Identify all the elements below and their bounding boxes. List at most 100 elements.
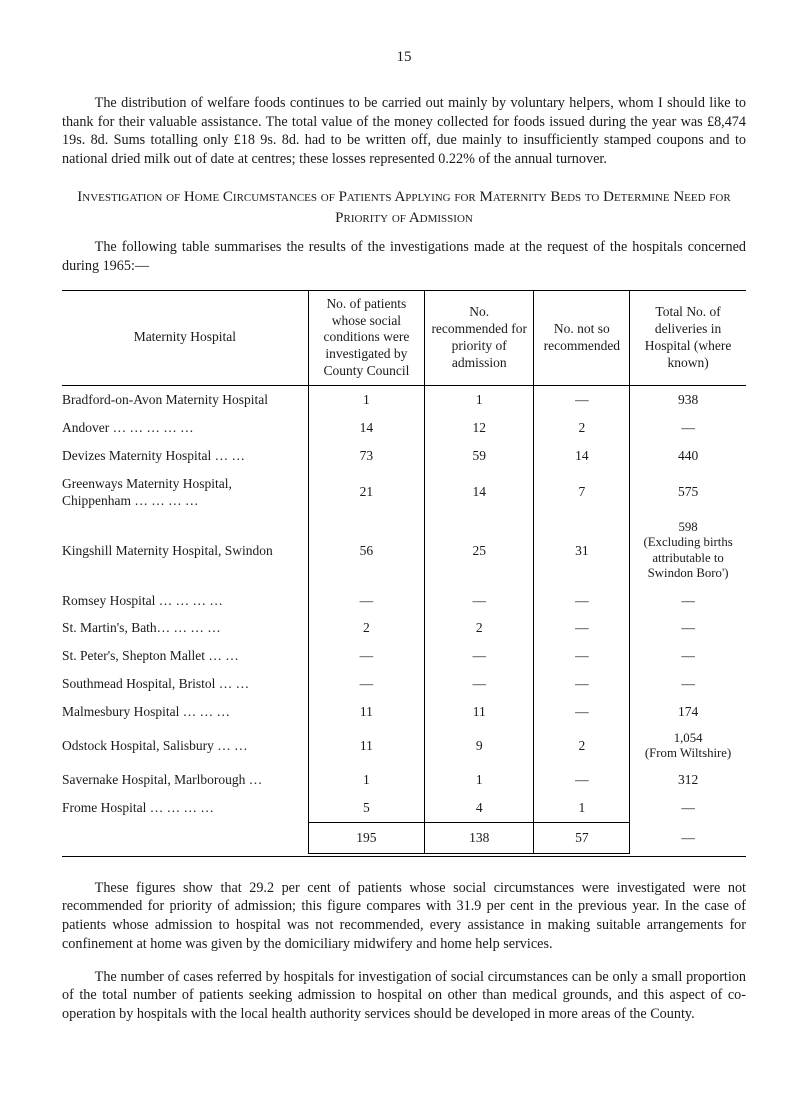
cell-c4: —	[630, 794, 746, 822]
table-row: Kingshill Maternity Hospital, Swindon 56…	[62, 515, 746, 586]
table-row: Devizes Maternity Hospital … … 73 59 14 …	[62, 442, 746, 470]
table-row: St. Martin's, Bath… … … … 2 2 — —	[62, 614, 746, 642]
table-row: Malmesbury Hospital … … … 11 11 — 174	[62, 698, 746, 726]
totals-row: 195 138 57 —	[62, 822, 746, 853]
table-row: Southmead Hospital, Bristol … … — — — —	[62, 670, 746, 698]
cell-hospital: Odstock Hospital, Salisbury … …	[62, 726, 308, 767]
col-deliveries: Total No. of deliveries in Hospital (whe…	[630, 290, 746, 385]
cell-c2: 1	[425, 386, 534, 414]
cell-hospital: Southmead Hospital, Bristol … …	[62, 670, 308, 698]
cell-c3: —	[534, 698, 630, 726]
cell-c2: 1	[425, 766, 534, 794]
cell-hospital: Bradford-on-Avon Maternity Hospital	[62, 386, 308, 414]
cell-c4: 174	[630, 698, 746, 726]
cell-c4: 1,054 (From Wiltshire)	[630, 726, 746, 767]
table-row: Bradford-on-Avon Maternity Hospital 1 1 …	[62, 386, 746, 414]
cell-c1: 21	[308, 470, 424, 516]
col-investigated: No. of patients whose social conditions …	[308, 290, 424, 385]
paragraph-analysis: These figures show that 29.2 per cent of…	[62, 879, 746, 954]
cell-c3: —	[534, 614, 630, 642]
col-recommended: No. recommended for priority of admissio…	[425, 290, 534, 385]
cell-hospital: Malmesbury Hospital … … …	[62, 698, 308, 726]
paragraph-conclusion: The number of cases referred by hospital…	[62, 968, 746, 1024]
table-row: Romsey Hospital … … … … — — — —	[62, 587, 746, 615]
cell-hospital: Andover … … … … …	[62, 414, 308, 442]
cell-c2: —	[425, 642, 534, 670]
cell-c1: 56	[308, 515, 424, 586]
cell-c2: 2	[425, 614, 534, 642]
cell-c4-note: (Excluding births attributable to Swindo…	[643, 535, 732, 580]
cell-c1: 1	[308, 766, 424, 794]
cell-c3: 31	[534, 515, 630, 586]
cell-c1: 73	[308, 442, 424, 470]
col-not-recommended: No. not so recommended	[534, 290, 630, 385]
page-number: 15	[62, 48, 746, 68]
cell-c2: —	[425, 670, 534, 698]
cell-c2: 4	[425, 794, 534, 822]
table-row: Greenways Maternity Hospital, Chippenham…	[62, 470, 746, 516]
cell-c4: 440	[630, 442, 746, 470]
cell-c2: 14	[425, 470, 534, 516]
cell-c3: 7	[534, 470, 630, 516]
cell-c4: —	[630, 642, 746, 670]
cell-c3: 2	[534, 726, 630, 767]
cell-c4: —	[630, 670, 746, 698]
cell-c4-value: 1,054	[674, 731, 703, 745]
cell-c3: —	[534, 642, 630, 670]
cell-c4: —	[630, 614, 746, 642]
cell-c1: 11	[308, 726, 424, 767]
table-foot: 195 138 57 —	[62, 822, 746, 853]
cell-hospital: Romsey Hospital … … … …	[62, 587, 308, 615]
cell-c1: —	[308, 587, 424, 615]
table-row: Andover … … … … … 14 12 2 —	[62, 414, 746, 442]
cell-hospital: St. Peter's, Shepton Mallet … …	[62, 642, 308, 670]
cell-c2: 59	[425, 442, 534, 470]
cell-c1: 2	[308, 614, 424, 642]
cell-c4: —	[630, 414, 746, 442]
cell-c3: —	[534, 670, 630, 698]
cell-total-c1: 195	[308, 822, 424, 853]
cell-c4: 938	[630, 386, 746, 414]
cell-c4-note: (From Wiltshire)	[645, 746, 731, 760]
cell-c4: 575	[630, 470, 746, 516]
paragraph-table-intro: The following table summarises the resul…	[62, 238, 746, 275]
cell-c1: 11	[308, 698, 424, 726]
cell-hospital: St. Martin's, Bath… … … …	[62, 614, 308, 642]
col-hospital: Maternity Hospital	[62, 290, 308, 385]
cell-c3: —	[534, 766, 630, 794]
table-row: Savernake Hospital, Marlborough … 1 1 — …	[62, 766, 746, 794]
table-row: Frome Hospital … … … … 5 4 1 —	[62, 794, 746, 822]
cell-c3: —	[534, 587, 630, 615]
cell-total-c3: 57	[534, 822, 630, 853]
cell-c1: —	[308, 670, 424, 698]
cell-total-c4: —	[630, 822, 746, 853]
cell-c4: 598 (Excluding births attributable to Sw…	[630, 515, 746, 586]
table-bottom-rule	[62, 856, 746, 857]
cell-c1: 5	[308, 794, 424, 822]
cell-c2: 25	[425, 515, 534, 586]
maternity-table: Maternity Hospital No. of patients whose…	[62, 290, 746, 854]
table-body: Bradford-on-Avon Maternity Hospital 1 1 …	[62, 386, 746, 823]
page: 15 The distribution of welfare foods con…	[0, 0, 800, 1112]
cell-c2: 9	[425, 726, 534, 767]
table-head: Maternity Hospital No. of patients whose…	[62, 290, 746, 385]
cell-hospital: Kingshill Maternity Hospital, Swindon	[62, 515, 308, 586]
cell-hospital: Frome Hospital … … … …	[62, 794, 308, 822]
cell-c1: —	[308, 642, 424, 670]
cell-hospital: Savernake Hospital, Marlborough …	[62, 766, 308, 794]
cell-c1: 1	[308, 386, 424, 414]
table-row: St. Peter's, Shepton Mallet … … — — — —	[62, 642, 746, 670]
cell-c3: —	[534, 386, 630, 414]
cell-c4-value: 598	[679, 520, 698, 534]
cell-c4: 312	[630, 766, 746, 794]
cell-c4: —	[630, 587, 746, 615]
cell-c2: —	[425, 587, 534, 615]
cell-c1: 14	[308, 414, 424, 442]
cell-c2: 12	[425, 414, 534, 442]
paragraph-intro: The distribution of welfare foods contin…	[62, 94, 746, 169]
cell-c3: 2	[534, 414, 630, 442]
cell-c3: 1	[534, 794, 630, 822]
cell-c2: 11	[425, 698, 534, 726]
cell-total-label	[62, 822, 308, 853]
cell-hospital: Devizes Maternity Hospital … …	[62, 442, 308, 470]
